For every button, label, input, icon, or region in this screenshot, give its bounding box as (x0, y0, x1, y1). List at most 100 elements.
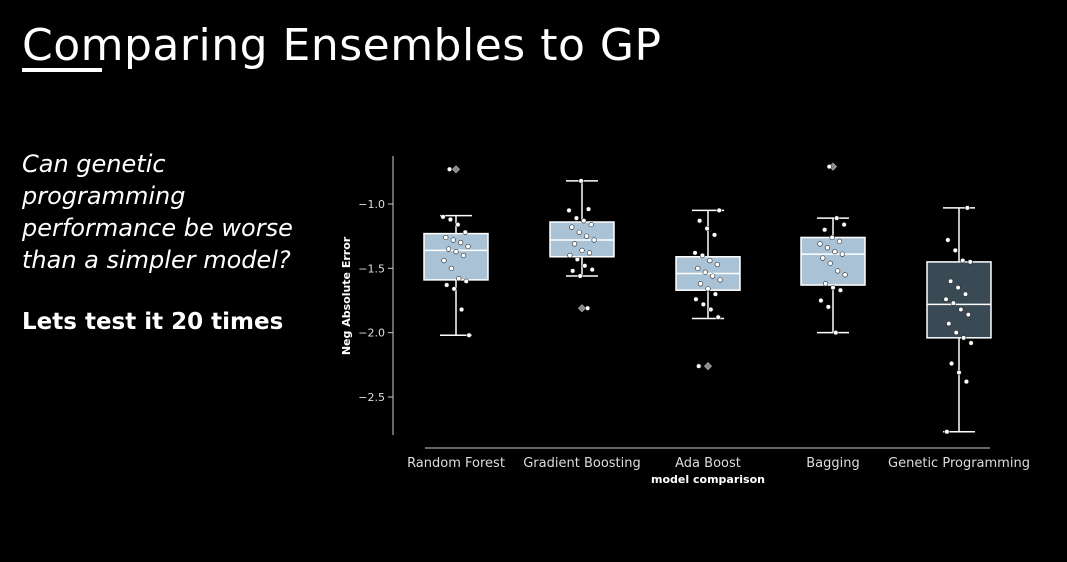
data-point (822, 281, 829, 287)
data-point (570, 268, 576, 274)
data-point (444, 282, 450, 288)
outlier-marker (703, 362, 713, 371)
data-point (955, 285, 961, 291)
data-point (715, 314, 721, 320)
data-point (965, 312, 971, 318)
data-point (827, 260, 833, 266)
data-point (589, 267, 595, 273)
data-point (460, 252, 467, 259)
data-point (705, 286, 711, 292)
data-point (445, 246, 452, 252)
data-point (825, 304, 831, 310)
data-point (458, 240, 464, 246)
data-point (962, 291, 969, 297)
data-point (708, 306, 714, 313)
data-point (712, 291, 719, 297)
data-point (711, 232, 718, 238)
slide-title: Comparing Ensembles to GP (22, 20, 662, 71)
data-point (834, 215, 840, 221)
data-point (950, 300, 957, 306)
data-point (566, 207, 572, 214)
data-point (968, 340, 974, 346)
data-point (697, 218, 703, 224)
data-point (830, 285, 836, 291)
data-point (584, 233, 590, 239)
data-point (953, 330, 959, 336)
y-tick-label: −1.0 (358, 198, 385, 211)
data-point (458, 306, 465, 313)
data-point (578, 178, 584, 184)
x-category-label: Random Forest (407, 456, 505, 471)
data-point (582, 263, 588, 269)
data-point (837, 287, 844, 293)
data-point (451, 286, 457, 292)
data-point (462, 229, 468, 235)
data-point (581, 218, 587, 224)
data-point (696, 363, 702, 369)
data-point (961, 335, 967, 341)
boxes (423, 162, 992, 435)
data-point (707, 258, 713, 264)
data-point (839, 251, 845, 257)
data-point (446, 166, 453, 172)
data-point (440, 214, 446, 220)
data-point (447, 216, 454, 223)
data-point (824, 245, 831, 251)
data-point (948, 278, 954, 284)
data-point (832, 249, 838, 255)
data-point (945, 237, 951, 243)
data-point (842, 272, 848, 278)
data-point (466, 332, 472, 338)
data-point (588, 221, 594, 228)
data-point (822, 227, 828, 233)
data-point (960, 258, 966, 264)
data-point (579, 247, 585, 253)
data-point (574, 256, 580, 262)
data-point (841, 221, 847, 228)
data-point (573, 215, 580, 221)
data-point (448, 265, 454, 271)
data-point (455, 221, 461, 228)
data-point (695, 265, 701, 271)
data-point (946, 321, 952, 327)
data-point (836, 238, 843, 244)
data-point (829, 234, 835, 241)
data-point (441, 258, 447, 264)
data-point (820, 255, 826, 261)
data-point (716, 207, 722, 214)
x-category-label: Bagging (806, 456, 860, 471)
outlier-marker (577, 304, 587, 313)
y-tick-label: −2.5 (358, 391, 385, 404)
data-point (704, 225, 710, 232)
y-axis-label: Neg Absolute Error (340, 236, 353, 355)
data-point (702, 269, 708, 275)
data-point (967, 259, 973, 265)
data-point (818, 297, 824, 304)
data-point (465, 243, 471, 250)
box-group (800, 162, 866, 336)
x-axis-label: model comparison (651, 473, 765, 486)
x-category-label: Gradient Boosting (523, 456, 641, 471)
data-point (586, 250, 593, 256)
axes: −1.0 −1.5 −2.0 −2.5 Random Forest Gradient Bo… (358, 156, 1030, 471)
data-point (964, 205, 970, 211)
data-point (591, 237, 597, 243)
data-point (944, 429, 950, 435)
question-text: Can genetic programming performance be w… (22, 150, 293, 274)
box-group (675, 207, 741, 371)
data-point (956, 369, 962, 376)
data-point (567, 252, 573, 259)
x-category-label: Genetic Programming (888, 456, 1030, 471)
data-point (456, 276, 462, 282)
box-group (549, 178, 615, 313)
data-point (958, 306, 964, 313)
data-point (569, 224, 575, 230)
x-category-label: Ada Boost (675, 456, 741, 471)
data-point (835, 268, 841, 274)
box-iqr (800, 236, 866, 286)
data-point (463, 278, 469, 284)
box-iqr (423, 232, 489, 281)
data-point (717, 277, 723, 283)
y-tick-label: −1.5 (358, 262, 385, 275)
title-underline (22, 68, 102, 72)
